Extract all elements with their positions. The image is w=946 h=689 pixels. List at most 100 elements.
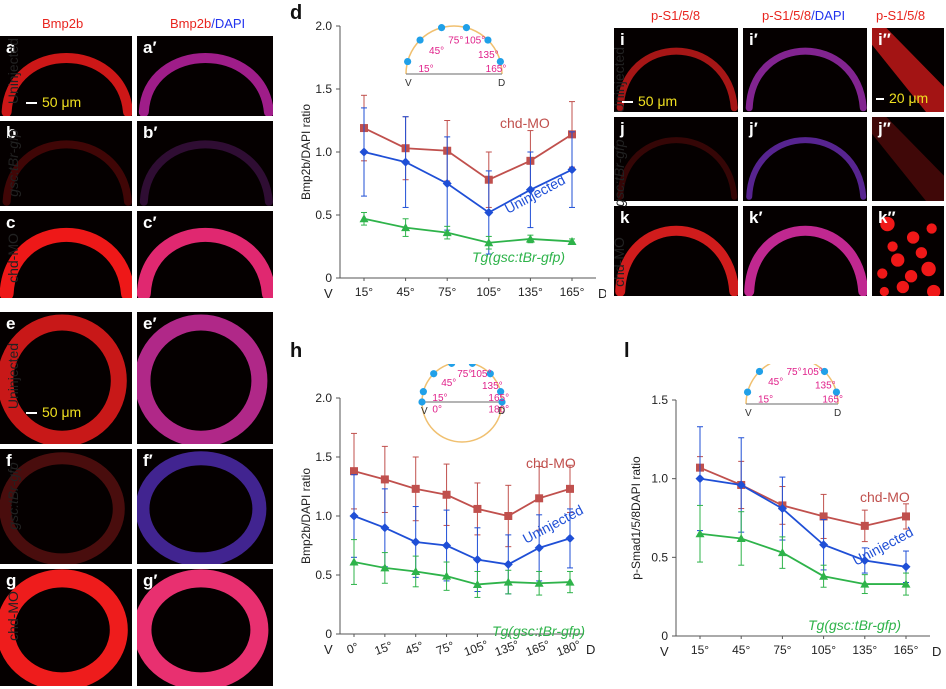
chart-d-x-tick-label: 75° bbox=[438, 285, 456, 299]
chart-d-x-end-v: V bbox=[324, 286, 333, 301]
panel-b-letter: b bbox=[6, 123, 17, 142]
chart-l-point-tg bbox=[695, 529, 705, 538]
chart-h-x-tick-label: 45° bbox=[403, 638, 425, 657]
panel-j-letter: j bbox=[620, 119, 625, 138]
chart-h-point-chd bbox=[380, 475, 389, 484]
chart-l-y-tick-label: 0 bbox=[661, 629, 668, 643]
panel-c-prime-image bbox=[137, 228, 273, 298]
chart-d-point-uninjected bbox=[525, 185, 535, 195]
scale-bar-top: 50 μm bbox=[26, 94, 81, 110]
chart-h-inset-angle-label: 75° bbox=[457, 369, 472, 380]
panel-c: c bbox=[0, 211, 132, 298]
chart-h-series-label-tg: Tg(gsc:tBr-gfp) bbox=[492, 623, 585, 639]
chart-l-x-end-d: D bbox=[932, 644, 941, 659]
chart-h-point-tg bbox=[565, 577, 575, 586]
panel-a-prime: a′ bbox=[137, 36, 273, 116]
scale-bar-i-bar bbox=[622, 101, 633, 104]
panel-a-letter: a bbox=[6, 38, 16, 57]
panel-e-prime: e′ bbox=[137, 312, 273, 444]
panel-f-image bbox=[0, 452, 125, 564]
chart-l-point-tg bbox=[819, 571, 829, 580]
chart-h-point-chd bbox=[473, 504, 482, 513]
chart-h-x-end-d: D bbox=[586, 642, 595, 657]
chart-h-y-label: Bmp2b/DAPI ratio bbox=[299, 468, 313, 564]
panel-k-dprime-image bbox=[877, 216, 941, 296]
panel-e-prime-letter: e′ bbox=[143, 314, 157, 333]
chart-d-inset-dot bbox=[462, 24, 471, 32]
chart-l-x-tick-label: 45° bbox=[732, 643, 750, 657]
panel-a-prime-letter: a′ bbox=[143, 38, 157, 57]
chart-h-inset-angle-label: 180° bbox=[488, 404, 509, 415]
chart-d-point-uninjected bbox=[484, 207, 494, 217]
panel-g: g bbox=[0, 569, 132, 686]
chart-l-series-label-tg: Tg(gsc:tBr-gfp) bbox=[808, 617, 901, 633]
panel-a-prime-image bbox=[138, 53, 273, 116]
row-label-gsc-b: gsc:tBr-gfp bbox=[5, 129, 21, 197]
panel-b-prime-image bbox=[139, 140, 273, 206]
chart-l-inset-angle-label: 45° bbox=[768, 377, 783, 388]
scale-bar-bottom-bar bbox=[26, 412, 37, 415]
chart-h-point-chd bbox=[350, 467, 358, 476]
chart-l-series-label-chd: chd-MO bbox=[860, 489, 910, 505]
chart-h-x-tick-label: 105° bbox=[462, 637, 490, 659]
chart-l-point-tg bbox=[901, 579, 911, 588]
chart-l-point-tg bbox=[736, 533, 746, 542]
chart-l-point-uninjected bbox=[695, 474, 705, 484]
chart-d-x-tick-label: 165° bbox=[560, 285, 585, 299]
chart-h-point-uninjected bbox=[380, 523, 390, 533]
chart-h-point-chd bbox=[566, 484, 574, 493]
chart-h-point-uninjected bbox=[472, 555, 482, 565]
panel-letter-d: d bbox=[290, 2, 303, 24]
panel-e: e bbox=[0, 312, 132, 444]
chart-d-point-tg bbox=[359, 214, 369, 223]
panel-k: k bbox=[614, 206, 738, 296]
chart-h-x-tick-label: 0° bbox=[345, 640, 361, 657]
chart-l-point-uninjected bbox=[819, 540, 829, 550]
chart-l-point-uninjected bbox=[860, 555, 870, 565]
chart-d-line-chd bbox=[363, 127, 573, 181]
panel-e-prime-image bbox=[137, 314, 268, 444]
chart-l-inset-angle-label: 165° bbox=[822, 394, 843, 405]
chart-l-inset: 45°75° 105° 135° 15° 165° V D bbox=[743, 364, 843, 419]
chart-l-inset-dot bbox=[820, 367, 829, 376]
chart-h-inset-angle-label: 45° bbox=[441, 378, 456, 389]
chart-h-inset-dot bbox=[418, 398, 426, 406]
chart-d-point-uninjected bbox=[401, 157, 411, 167]
panel-j: j bbox=[614, 117, 738, 201]
chart-l-point-chd bbox=[902, 512, 910, 521]
chart-h-inset-dot bbox=[468, 364, 476, 367]
chart-h-inset-d: D bbox=[498, 406, 505, 417]
panel-b-prime-letter: b′ bbox=[143, 123, 158, 142]
panel-a: a bbox=[0, 36, 132, 116]
chart-h-inset-dot bbox=[498, 398, 506, 406]
chart-h-inset-dot bbox=[486, 370, 494, 378]
header-ps158-dapi: p-S1/5/8/DAPI bbox=[762, 8, 846, 23]
scale-bar-i-dprime-bar bbox=[876, 98, 884, 101]
scale-bar-top-bar bbox=[26, 102, 37, 105]
panel-j-dprime-letter: j′′ bbox=[878, 119, 891, 138]
chart-l-line-tg bbox=[699, 532, 906, 585]
chart-h-point-chd bbox=[411, 484, 420, 493]
scale-bar-i-dprime: 20 μm bbox=[876, 90, 928, 106]
panel-g-prime-image bbox=[137, 569, 269, 686]
chart-h-point-uninjected bbox=[349, 511, 359, 521]
panel-g-letter: g bbox=[6, 571, 17, 590]
chart-h-y-tick-label: 1.0 bbox=[315, 509, 332, 523]
chart-l-inset-v: V bbox=[745, 408, 752, 419]
chart-l-point-tg bbox=[860, 579, 870, 588]
chart-h-y-tick-label: 0 bbox=[325, 627, 332, 641]
chart-h-point-uninjected bbox=[565, 533, 575, 543]
chart-d-point-uninjected bbox=[359, 147, 369, 157]
chart-h-point-tg bbox=[503, 577, 513, 586]
panel-f: f bbox=[0, 449, 132, 564]
chart-d-inset-angle-label: 165° bbox=[486, 64, 507, 75]
panel-k-dprime-letter: k′′ bbox=[878, 208, 896, 227]
chart-h-x-tick-label: 75° bbox=[434, 638, 456, 657]
chart-d-series-label-uninjected: Uninjected bbox=[502, 171, 568, 216]
chart-h-line-tg bbox=[353, 561, 571, 586]
panel-j-prime-letter: j′ bbox=[749, 119, 758, 138]
chart-d-inset-dot bbox=[496, 57, 504, 66]
row-label-chd-k: chd-MO bbox=[611, 237, 627, 287]
